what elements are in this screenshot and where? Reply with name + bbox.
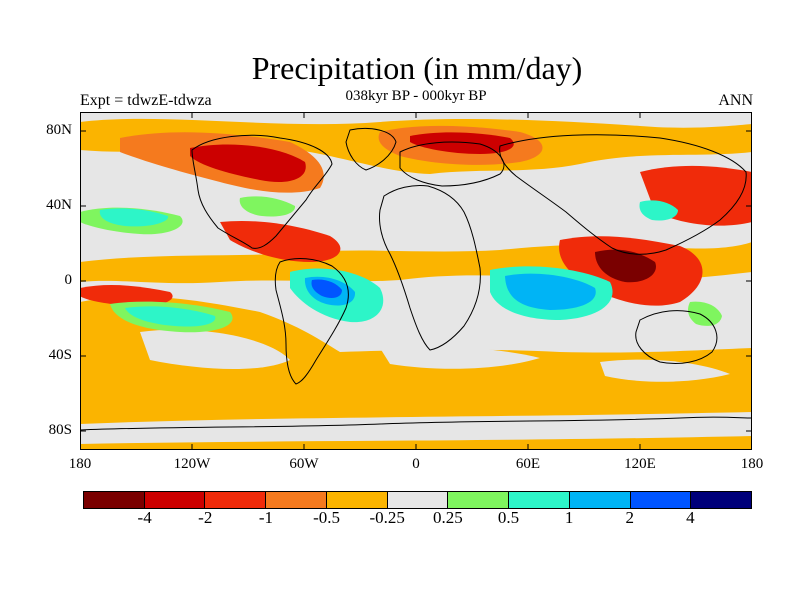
darkred-maritime-continent xyxy=(595,249,656,283)
lat-tick-label: 80N xyxy=(46,122,72,138)
colorbar-tick-label: 1 xyxy=(564,508,574,527)
precipitation-map xyxy=(80,112,752,450)
coast-antarctica xyxy=(80,416,752,431)
cyan-north-pacific xyxy=(99,208,169,227)
colorbar-swatch xyxy=(144,492,206,508)
deepblue-south-america xyxy=(311,279,342,298)
red-caribbean xyxy=(220,220,341,262)
colorbar-tick-label: -1 xyxy=(258,508,273,527)
colorbar-tick-label: -0.25 xyxy=(369,508,405,527)
orange-field-south xyxy=(80,296,752,450)
lon-tick-label: 0 xyxy=(412,456,420,472)
colorbar-tick-label: -4 xyxy=(137,508,152,527)
colorbar xyxy=(83,491,752,509)
colorbar-swatch xyxy=(509,492,570,508)
coast-south-america xyxy=(274,258,349,385)
cyan-south-pacific xyxy=(125,306,216,327)
coastlines xyxy=(80,128,752,431)
colorbar-swatch xyxy=(387,492,449,508)
lat-tick-label: 80S xyxy=(48,422,72,438)
lon-tick-label: 60W xyxy=(289,456,319,472)
map-panel xyxy=(80,112,752,450)
lon-tick-label: 120W xyxy=(173,456,211,472)
green-north-america xyxy=(239,196,296,217)
colorbar-swatch xyxy=(84,492,145,508)
coast-africa xyxy=(379,185,481,351)
lon-tick-label: 60E xyxy=(515,456,541,472)
colorbar-swatch xyxy=(205,492,267,508)
colorbar-tick-label: 2 xyxy=(625,508,634,527)
lat-tick-label: 40N xyxy=(46,197,72,213)
period-label: 038kyr BP - 000kyr BP xyxy=(345,88,487,104)
colorbar-swatch xyxy=(326,492,388,508)
colorbar-swatch xyxy=(266,492,327,508)
coast-greenland xyxy=(345,128,397,171)
coast-europe xyxy=(399,141,505,187)
colorbar-swatch xyxy=(691,492,752,508)
map-title: Precipitation (in mm/day) xyxy=(251,50,583,86)
grey-pocket-south-indian xyxy=(600,359,730,382)
grey-pocket-south-atlantic xyxy=(380,346,540,369)
lon-tick-label: 120E xyxy=(624,456,656,472)
red-central-pacific xyxy=(80,285,173,307)
colorbar-tick-label: 0.25 xyxy=(432,508,463,527)
colorbar-tick-label: 0.5 xyxy=(497,508,520,527)
red-europe xyxy=(410,132,514,154)
colorbar-swatch xyxy=(630,492,692,508)
colorbar-tick-label: -2 xyxy=(198,508,213,527)
experiment-label: Expt = tdwzE-tdwza xyxy=(80,92,212,109)
axis-ticks xyxy=(80,112,752,450)
lon-tick-label: 180 xyxy=(740,456,764,472)
green-australia-east xyxy=(688,301,722,326)
lat-tick-label: 40S xyxy=(48,347,72,363)
red-north-america xyxy=(190,144,306,182)
cyan-west-pacific xyxy=(639,200,678,221)
colorbar-tick-label: -0.5 xyxy=(313,508,340,527)
lon-tick-label: 180 xyxy=(68,456,92,472)
coast-asia xyxy=(499,134,747,255)
colorbar-swatch xyxy=(448,492,510,508)
coast-north-america xyxy=(191,134,333,249)
season-label: ANN xyxy=(718,92,753,109)
coast-australia xyxy=(635,310,718,365)
lat-tick-label: 0 xyxy=(64,272,73,288)
blue-indian-ocean xyxy=(505,273,596,310)
grey-pocket-south-pacific xyxy=(140,329,290,370)
colorbar-swatch xyxy=(569,492,631,508)
colorbar-tick-label: 4 xyxy=(686,508,695,527)
